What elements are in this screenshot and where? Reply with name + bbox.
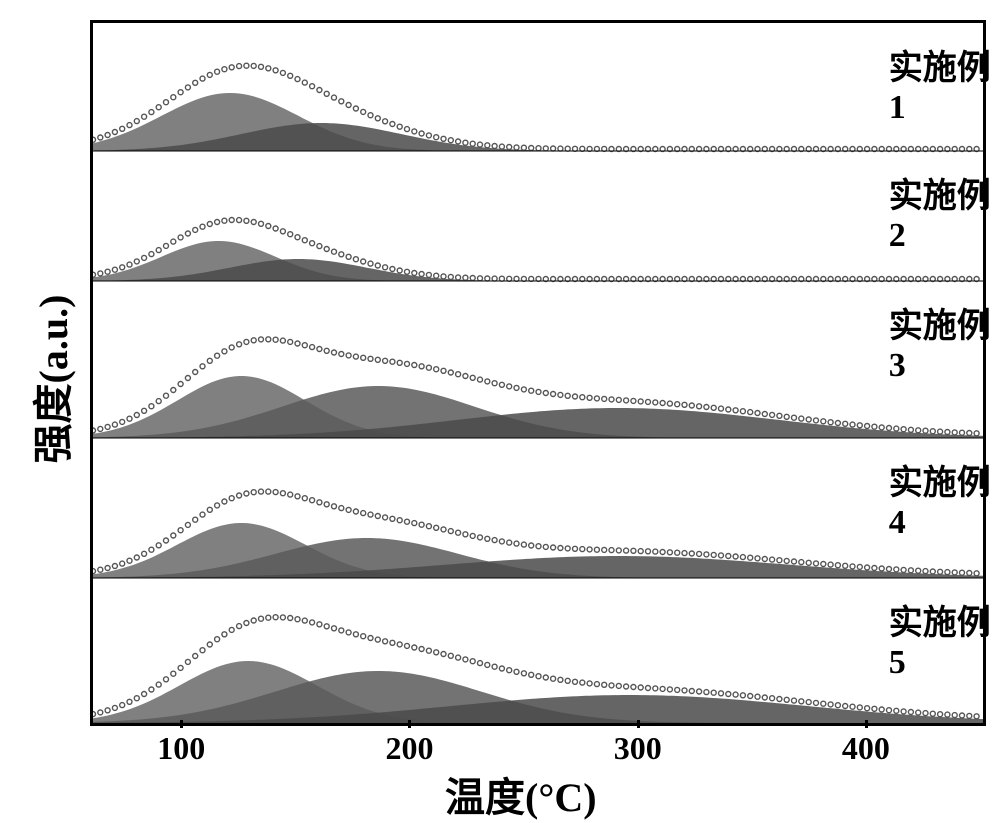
panel-5 bbox=[93, 23, 983, 728]
y-axis-label: 强度(a.u.) bbox=[21, 269, 79, 489]
panel-label: 实施例4 bbox=[889, 455, 1000, 542]
chart-container: 强度(a.u.) 温度(°C) 100200300400实施例1实施例2实施例3… bbox=[0, 0, 1000, 815]
x-tick-label: 300 bbox=[608, 730, 668, 767]
panel-label: 实施例5 bbox=[889, 595, 1000, 682]
x-tick-label: 100 bbox=[151, 730, 211, 767]
x-tick-mark bbox=[408, 720, 411, 728]
x-tick-mark bbox=[180, 720, 183, 728]
x-tick-label: 400 bbox=[836, 730, 896, 767]
x-tick-mark bbox=[637, 720, 640, 728]
panel-label: 实施例3 bbox=[889, 298, 1000, 385]
panel-label: 实施例2 bbox=[889, 168, 1000, 255]
x-axis-label: 温度(°C) bbox=[445, 765, 597, 823]
plot-area bbox=[90, 20, 986, 726]
x-tick-label: 200 bbox=[379, 730, 439, 767]
x-tick-mark bbox=[865, 720, 868, 728]
panel-label: 实施例1 bbox=[889, 40, 1000, 127]
